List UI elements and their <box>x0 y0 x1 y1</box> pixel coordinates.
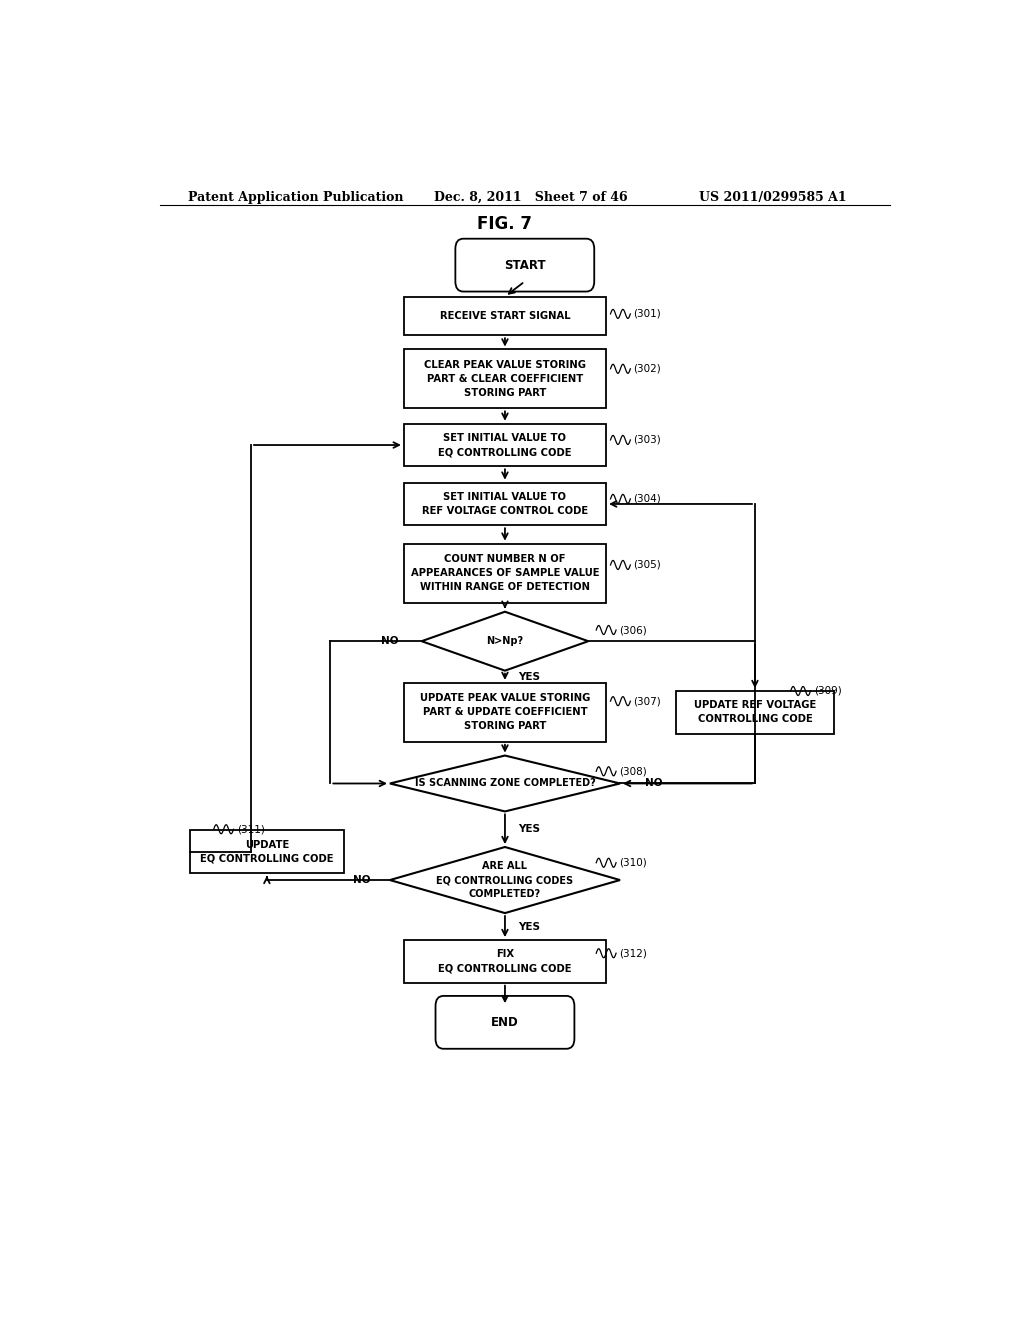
Text: UPDATE REF VOLTAGE
CONTROLLING CODE: UPDATE REF VOLTAGE CONTROLLING CODE <box>694 701 816 725</box>
FancyBboxPatch shape <box>456 239 594 292</box>
Text: SET INITIAL VALUE TO
EQ CONTROLLING CODE: SET INITIAL VALUE TO EQ CONTROLLING CODE <box>438 433 571 457</box>
Text: (311): (311) <box>237 824 264 834</box>
Text: N>Np?: N>Np? <box>486 636 523 647</box>
Text: (302): (302) <box>634 364 662 374</box>
Text: (305): (305) <box>634 560 662 570</box>
Text: (301): (301) <box>634 309 662 319</box>
Text: END: END <box>492 1016 519 1028</box>
Bar <box>403 424 606 466</box>
Text: COUNT NUMBER N OF
APPEARANCES OF SAMPLE VALUE
WITHIN RANGE OF DETECTION: COUNT NUMBER N OF APPEARANCES OF SAMPLE … <box>411 554 599 593</box>
Text: UPDATE
EQ CONTROLLING CODE: UPDATE EQ CONTROLLING CODE <box>200 840 334 863</box>
Text: FIX
EQ CONTROLLING CODE: FIX EQ CONTROLLING CODE <box>438 949 571 973</box>
FancyBboxPatch shape <box>435 995 574 1049</box>
Text: (310): (310) <box>620 858 647 867</box>
Text: NO: NO <box>381 636 398 647</box>
Text: YES: YES <box>518 824 540 834</box>
Text: FIG. 7: FIG. 7 <box>477 215 532 234</box>
Text: CLEAR PEAK VALUE STORING
PART & CLEAR COEFFICIENT
STORING PART: CLEAR PEAK VALUE STORING PART & CLEAR CO… <box>424 360 586 397</box>
Text: IS SCANNING ZONE COMPLETED?: IS SCANNING ZONE COMPLETED? <box>415 779 595 788</box>
Text: ARE ALL
EQ CONTROLLING CODES
COMPLETED?: ARE ALL EQ CONTROLLING CODES COMPLETED? <box>436 861 573 899</box>
Text: YES: YES <box>518 921 540 932</box>
Text: SET INITIAL VALUE TO
REF VOLTAGE CONTROL CODE: SET INITIAL VALUE TO REF VOLTAGE CONTROL… <box>422 492 588 516</box>
Text: RECEIVE START SIGNAL: RECEIVE START SIGNAL <box>439 312 570 321</box>
Bar <box>403 297 606 335</box>
Polygon shape <box>390 847 620 913</box>
Polygon shape <box>422 611 588 671</box>
Text: NO: NO <box>353 875 371 884</box>
Text: UPDATE PEAK VALUE STORING
PART & UPDATE COEFFICIENT
STORING PART: UPDATE PEAK VALUE STORING PART & UPDATE … <box>420 693 590 731</box>
Bar <box>403 940 606 982</box>
Polygon shape <box>390 755 620 812</box>
Bar <box>403 682 606 742</box>
Text: (304): (304) <box>634 494 662 504</box>
Bar <box>403 483 606 525</box>
Text: (312): (312) <box>620 948 647 958</box>
Text: (309): (309) <box>814 686 842 696</box>
Text: (303): (303) <box>634 436 662 445</box>
Bar <box>189 830 344 873</box>
Text: (307): (307) <box>634 696 662 706</box>
Text: NO: NO <box>645 779 663 788</box>
Bar <box>676 690 835 734</box>
Text: (306): (306) <box>620 624 647 635</box>
Text: Patent Application Publication: Patent Application Publication <box>187 190 403 203</box>
Bar <box>403 350 606 408</box>
Bar <box>403 544 606 602</box>
Text: YES: YES <box>518 672 540 681</box>
Text: (308): (308) <box>620 767 647 776</box>
Text: US 2011/0299585 A1: US 2011/0299585 A1 <box>699 190 847 203</box>
Text: START: START <box>504 259 546 272</box>
Text: Dec. 8, 2011   Sheet 7 of 46: Dec. 8, 2011 Sheet 7 of 46 <box>433 190 627 203</box>
